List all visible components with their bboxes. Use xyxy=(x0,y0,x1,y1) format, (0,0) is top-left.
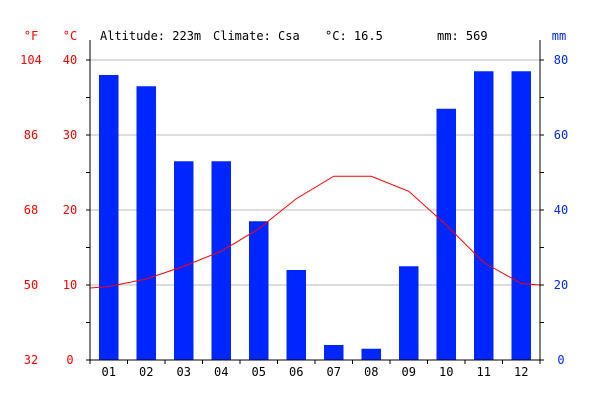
precip-bar xyxy=(399,266,419,360)
month-tick-label: 01 xyxy=(102,365,116,379)
axes xyxy=(86,40,544,364)
precip-bar xyxy=(249,221,269,360)
precip-bar xyxy=(174,161,194,360)
mm-tick-label: 40 xyxy=(554,203,568,217)
mean-temp-label: °C: 16.5 xyxy=(325,29,383,43)
month-tick-label: 11 xyxy=(477,365,491,379)
fahrenheit-tick-label: 50 xyxy=(24,278,38,292)
fahrenheit-tick-label: 32 xyxy=(24,353,38,367)
precip-bar xyxy=(474,71,494,360)
temperature-line-path xyxy=(89,175,541,289)
celsius-tick-label: 20 xyxy=(63,203,77,217)
month-tick-label: 02 xyxy=(139,365,153,379)
month-tick-label: 03 xyxy=(177,365,191,379)
month-tick-label: 09 xyxy=(402,365,416,379)
mm-tick-label: 0 xyxy=(557,353,564,367)
celsius-tick-label: 0 xyxy=(66,353,73,367)
fahrenheit-tick-label: 86 xyxy=(24,128,38,142)
precip-bar xyxy=(511,71,531,360)
celsius-unit-label: °C xyxy=(63,29,77,43)
mm-tick-label: 80 xyxy=(554,53,568,67)
temperature-line xyxy=(89,175,541,289)
month-tick-label: 12 xyxy=(514,365,528,379)
mm-tick-label: 60 xyxy=(554,128,568,142)
precip-bar xyxy=(324,345,344,360)
tick-labels: 0 32 10 50 20 68 30 86 40 104 0 20 40 60 80 01 02 03 04 05 0… xyxy=(20,53,568,379)
precip-bar xyxy=(99,75,119,360)
precip-bar xyxy=(436,108,456,360)
month-tick-label: 06 xyxy=(289,365,303,379)
mm-tick-label: 20 xyxy=(554,278,568,292)
fahrenheit-tick-label: 104 xyxy=(20,53,42,67)
fahrenheit-unit-label: °F xyxy=(24,29,38,43)
precip-bar xyxy=(211,161,231,360)
month-tick-label: 04 xyxy=(214,365,228,379)
celsius-tick-label: 10 xyxy=(63,278,77,292)
precip-bar xyxy=(136,86,156,360)
celsius-tick-label: 40 xyxy=(63,53,77,67)
month-tick-label: 10 xyxy=(439,365,453,379)
month-tick-label: 08 xyxy=(364,365,378,379)
mm-unit-label: mm xyxy=(552,29,566,43)
month-tick-label: 07 xyxy=(327,365,341,379)
precipitation-bars xyxy=(99,71,531,360)
celsius-tick-label: 30 xyxy=(63,128,77,142)
precip-bar xyxy=(361,348,381,360)
fahrenheit-tick-label: 68 xyxy=(24,203,38,217)
altitude-label: Altitude: 223m xyxy=(100,29,201,43)
climate-label: Climate: Csa xyxy=(213,29,300,43)
total-precip-label: mm: 569 xyxy=(437,29,488,43)
precip-bar xyxy=(286,270,306,360)
month-tick-label: 05 xyxy=(252,365,266,379)
grid-lines xyxy=(90,59,540,286)
